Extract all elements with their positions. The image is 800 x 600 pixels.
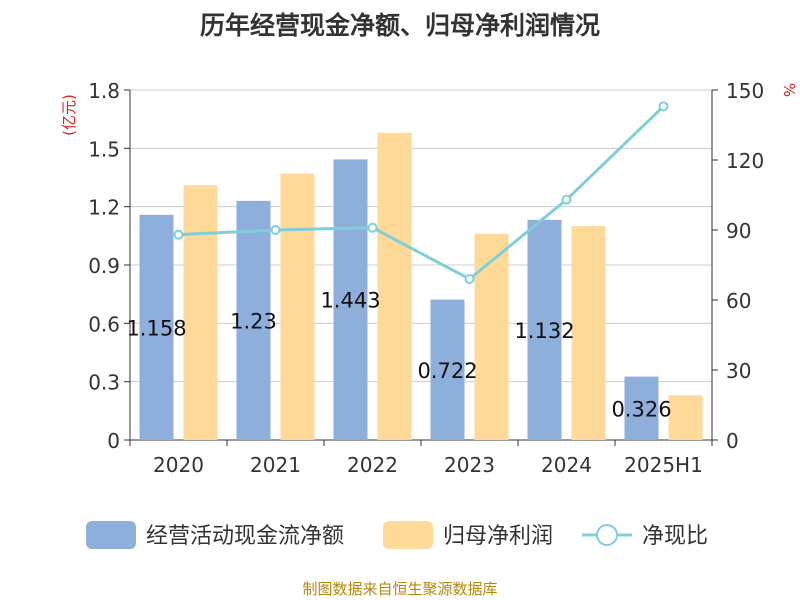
- net-profit-bar: [377, 132, 412, 440]
- y-right-tick-label: 90: [726, 219, 751, 243]
- x-tick-label: 2022: [347, 453, 398, 477]
- legend-swatch-cash-flow: [86, 521, 136, 549]
- net-cash-ratio-point: [270, 225, 281, 235]
- legend-label-net-cash-ratio: 净现比: [642, 524, 708, 549]
- cash-flow-data-label: 1.443: [320, 289, 380, 313]
- cash-flow-bar: [333, 159, 368, 440]
- net-profit-bar: [183, 185, 218, 440]
- cash-flow-data-label: 1.23: [230, 309, 277, 333]
- net-cash-ratio-point: [658, 101, 669, 112]
- y-right-tick-label: 0: [726, 429, 739, 453]
- cash-flow-data-label: 1.158: [126, 316, 186, 340]
- y-right-tick-label: 120: [726, 149, 764, 173]
- y-right-tick-label: 30: [726, 359, 751, 383]
- y-left-unit-label: (亿元): [60, 94, 78, 136]
- x-tick-label: 2024: [541, 453, 592, 477]
- cash-flow-bar: [236, 200, 271, 440]
- net-cash-ratio-point: [464, 274, 475, 284]
- y-left-tick-label: 0.3: [88, 371, 120, 395]
- y-left-tick-label: 1.5: [88, 137, 120, 161]
- x-tick-label: 2023: [444, 453, 495, 477]
- x-tick-label: 2020: [153, 453, 204, 477]
- x-tick-label: 2021: [250, 453, 301, 477]
- x-tick-label: 2025H1: [624, 453, 703, 477]
- y-left-tick-label: 0.9: [88, 254, 120, 278]
- cash-flow-data-label: 0.722: [417, 359, 477, 383]
- legend-label-cash-flow: 经营活动现金流净额: [146, 524, 344, 549]
- net-cash-ratio-point: [367, 222, 378, 233]
- net-cash-ratio-point: [561, 194, 572, 205]
- legend-marker-net-cash-ratio: [596, 524, 618, 546]
- net-profit-bar: [668, 395, 703, 440]
- net-cash-ratio-line: [178, 105, 665, 281]
- cash-flow-bar: [139, 214, 174, 440]
- y-left-tick-label: 0.6: [88, 312, 120, 336]
- y-right-tick-label: 150: [726, 79, 764, 103]
- cash-flow-bar: [430, 299, 465, 440]
- net-profit-bar: [571, 226, 606, 440]
- y-left-tick-label: 0: [107, 429, 120, 453]
- y-right-tick-label: 60: [726, 289, 751, 313]
- legend-label-net-profit: 归母净利润: [443, 524, 553, 549]
- chart-title: 历年经营现金净额、归母净利润情况: [199, 11, 600, 40]
- y-right-unit-label: %: [780, 83, 798, 97]
- y-left-tick-label: 1.2: [88, 196, 120, 220]
- net-cash-ratio-point: [173, 229, 184, 240]
- cash-flow-bar: [624, 376, 659, 440]
- net-profit-bar: [474, 233, 509, 440]
- legend-swatch-net-profit: [383, 521, 433, 549]
- cash-flow-bar: [527, 219, 562, 440]
- cash-flow-data-label: 0.326: [611, 397, 671, 421]
- net-profit-bar: [280, 173, 315, 440]
- source-note: 制图数据来自恒生聚源数据库: [302, 580, 498, 598]
- y-left-tick-label: 1.8: [88, 79, 120, 103]
- cash-flow-data-label: 1.132: [514, 319, 574, 343]
